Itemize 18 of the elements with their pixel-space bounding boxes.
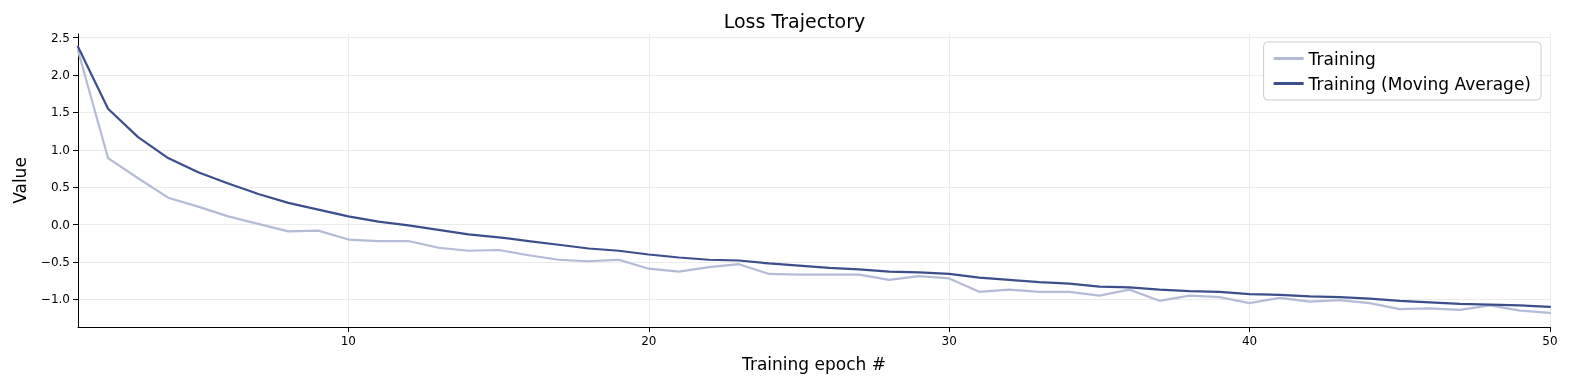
legend-label: Training (Moving Average) [1307,73,1532,94]
x-tick-label: 30 [941,334,957,348]
x-tick-label: 40 [1241,334,1258,348]
y-tick-label: 2.0 [50,68,70,83]
x-tick-label: 20 [641,334,657,348]
x-tick-label: 10 [340,334,357,348]
y-tick-label: −1.0 [40,292,70,307]
y-tick-label: 2.5 [50,30,70,45]
legend-label: Training [1307,48,1376,69]
y-tick-label: −0.5 [40,254,70,269]
x-tick-label: 50 [1542,334,1558,348]
y-axis-title: Value [9,157,30,204]
y-tick-label: 1.5 [50,105,70,120]
y-tick-label: 1.0 [50,142,70,157]
y-tick-label: 0.0 [50,217,70,232]
y-tick-label: 0.5 [50,180,70,195]
x-axis-title: Training epoch # [741,353,886,374]
chart-title: Loss Trajectory [723,9,866,32]
